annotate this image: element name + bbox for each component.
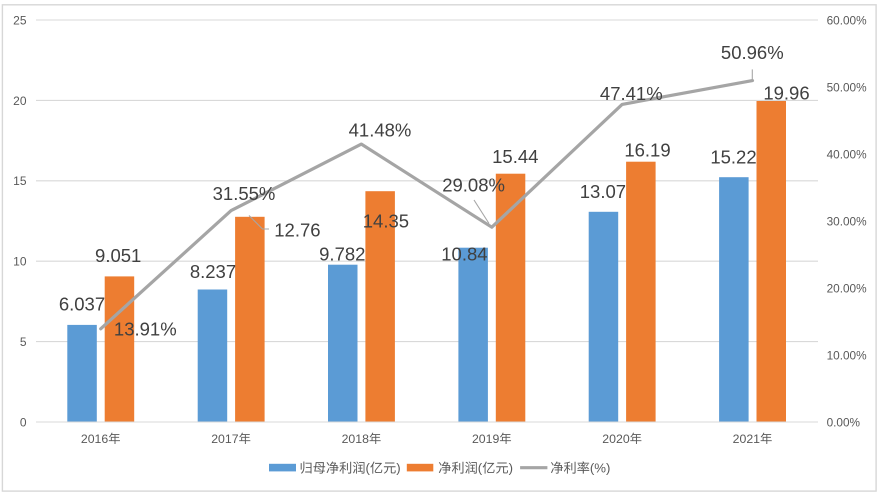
svg-text:2020: 2020	[602, 432, 630, 446]
svg-text:8.237: 8.237	[190, 261, 236, 282]
svg-text:16.19: 16.19	[624, 140, 670, 161]
svg-text:14.35: 14.35	[363, 211, 409, 232]
svg-text:10: 10	[13, 255, 27, 269]
svg-text:6.037: 6.037	[59, 294, 105, 315]
svg-text:(: (	[478, 461, 483, 476]
svg-text:47.41%: 47.41%	[600, 83, 663, 104]
svg-text:0.00%: 0.00%	[827, 415, 861, 429]
svg-text:9.782: 9.782	[319, 244, 365, 265]
svg-text:31.55%: 31.55%	[213, 183, 276, 204]
svg-text:30.00%: 30.00%	[827, 214, 868, 228]
svg-text:15.44: 15.44	[492, 146, 538, 167]
svg-text:50.00%: 50.00%	[827, 80, 868, 94]
svg-text:12.76: 12.76	[274, 220, 320, 241]
svg-text:15.22: 15.22	[710, 147, 756, 168]
svg-text:20.00%: 20.00%	[827, 281, 868, 295]
svg-text:2016: 2016	[81, 432, 109, 446]
svg-text:25: 25	[13, 13, 27, 27]
svg-text:(%): (%)	[590, 461, 611, 476]
svg-text:(: (	[366, 461, 371, 476]
svg-text:2017: 2017	[211, 432, 239, 446]
svg-text:10.84: 10.84	[441, 244, 487, 265]
svg-text:40.00%: 40.00%	[827, 147, 868, 161]
svg-text:5: 5	[20, 335, 27, 349]
svg-text:29.08%: 29.08%	[442, 174, 505, 195]
svg-text:2021: 2021	[733, 432, 761, 446]
svg-text:10.00%: 10.00%	[827, 348, 868, 362]
svg-text:41.48%: 41.48%	[349, 119, 412, 140]
svg-text:15: 15	[13, 174, 27, 188]
svg-text:2018: 2018	[342, 432, 370, 446]
svg-text:20: 20	[13, 94, 27, 108]
svg-text:0: 0	[20, 415, 27, 429]
svg-text:60.00%: 60.00%	[827, 13, 868, 27]
svg-text:19.96: 19.96	[763, 82, 809, 103]
svg-text:13.91%: 13.91%	[114, 319, 177, 340]
svg-text:): )	[509, 461, 513, 476]
svg-text:9.051: 9.051	[95, 245, 141, 266]
svg-text:2019: 2019	[472, 432, 500, 446]
svg-text:50.96%: 50.96%	[721, 42, 784, 63]
svg-text:): )	[396, 461, 400, 476]
svg-text:13.07: 13.07	[580, 181, 626, 202]
